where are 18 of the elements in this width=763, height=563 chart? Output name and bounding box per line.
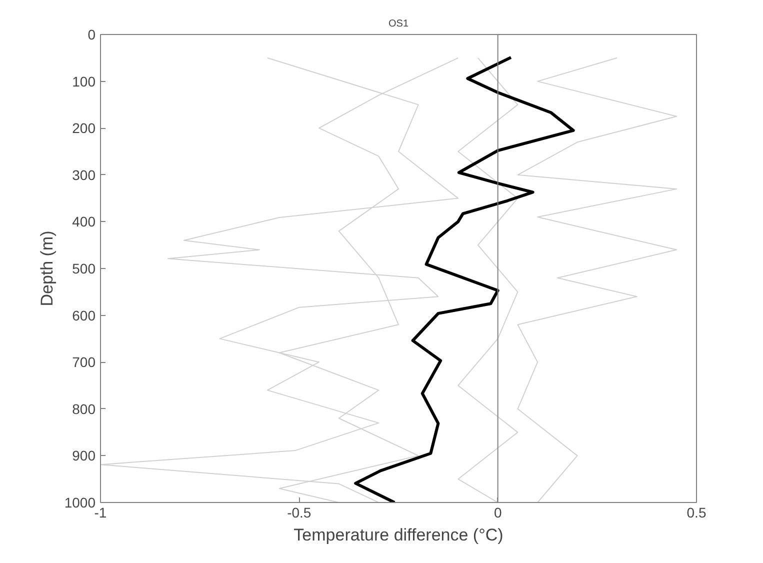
- y-axis-title: Depth (m): [37, 230, 56, 306]
- x-tick-label: -0.5: [287, 504, 312, 520]
- y-tick-label: 900: [72, 448, 96, 464]
- x-tick-label: 0.5: [686, 504, 706, 520]
- x-tick-label: -1: [94, 504, 107, 520]
- x-tick-label: 0: [494, 504, 502, 520]
- x-axis-title: Temperature difference (°C): [294, 526, 504, 544]
- y-tick-label: 300: [72, 166, 96, 183]
- y-tick-label: 700: [72, 354, 96, 370]
- y-tick-label: 1000: [64, 494, 96, 510]
- y-tick-label: 400: [72, 214, 96, 230]
- y-tick-label: 200: [72, 120, 96, 136]
- chart-title: OS1: [388, 18, 409, 30]
- y-tick-label: 800: [72, 400, 96, 417]
- y-tick-label: 100: [72, 73, 96, 90]
- y-tick-label: 600: [72, 307, 96, 324]
- y-tick-label: 0: [88, 26, 96, 42]
- y-tick-label: 500: [72, 260, 96, 276]
